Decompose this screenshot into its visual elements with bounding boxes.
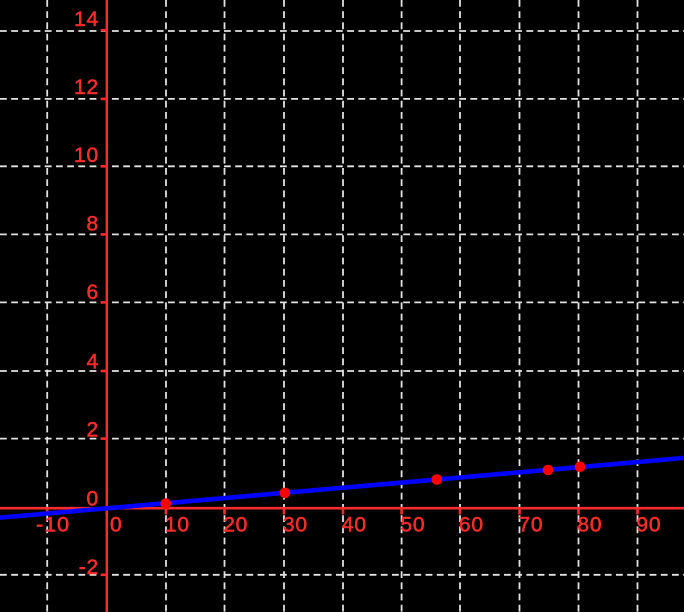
svg-text:40: 40 [342,514,367,537]
svg-text:12: 12 [74,76,99,99]
svg-text:-2: -2 [79,556,99,579]
svg-text:20: 20 [223,514,248,537]
svg-text:60: 60 [459,514,484,537]
svg-text:14: 14 [74,8,99,31]
svg-text:2: 2 [87,419,99,442]
svg-text:10: 10 [74,144,99,167]
svg-text:8: 8 [87,213,99,236]
svg-text:90: 90 [636,514,661,537]
svg-text:70: 70 [518,514,543,537]
svg-text:0: 0 [87,488,99,511]
svg-text:6: 6 [87,281,99,304]
svg-text:0: 0 [110,514,122,537]
svg-text:4: 4 [87,350,99,373]
svg-text:-10: -10 [36,514,70,537]
svg-text:30: 30 [283,514,308,537]
svg-text:80: 80 [577,514,602,537]
svg-text:50: 50 [400,514,425,537]
svg-text:10: 10 [165,514,190,537]
